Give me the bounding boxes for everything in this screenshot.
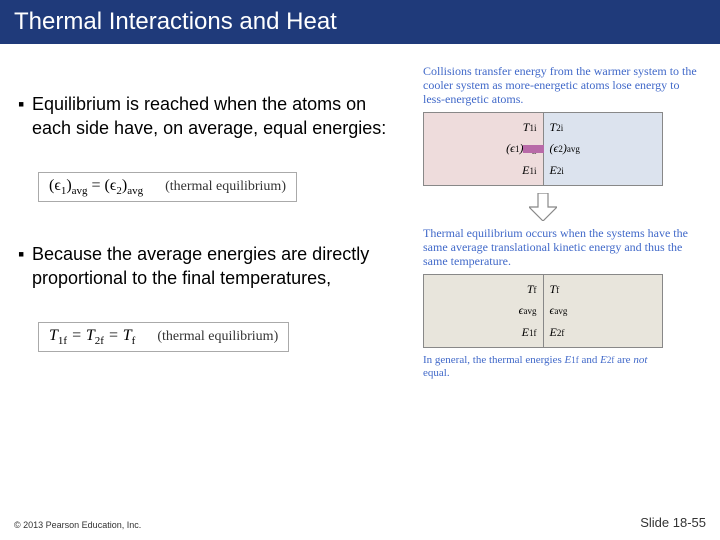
equation-2-body: T1f = T2f = Tf <box>49 327 139 344</box>
copyright-text: © 2013 Pearson Education, Inc. <box>14 520 141 530</box>
slide-title: Thermal Interactions and Heat <box>14 8 337 35</box>
caption-bottom: In general, the thermal energies E1f and… <box>423 354 663 380</box>
bullet-marker-icon: ▪ <box>18 92 32 140</box>
bullet-2: ▪ Because the average energies are direc… <box>18 242 417 290</box>
diagram1-left-cell: T1i (ϵ1)avg E1i <box>424 113 544 185</box>
equation-1-note: (thermal equilibrium) <box>165 179 286 194</box>
down-arrow-icon <box>423 192 663 222</box>
slide-number: Slide 18-55 <box>640 515 706 530</box>
diagram1-right-cell: T2i (ϵ2)avg E2i <box>544 113 663 185</box>
equation-1-body: (ϵ1)avg = (ϵ2)avg <box>49 177 147 194</box>
bullet-2-text: Because the average energies are directl… <box>32 242 417 290</box>
diagram2-left-cell: Tf ϵavg E1f <box>424 275 544 347</box>
caption-mid: Thermal equilibrium occurs when the syst… <box>423 226 697 268</box>
bullet-1: ▪ Equilibrium is reached when the atoms … <box>18 92 417 140</box>
equation-1: (ϵ1)avg = (ϵ2)avg (thermal equilibrium) <box>38 172 297 202</box>
right-column: Collisions transfer energy from the warm… <box>417 64 697 392</box>
bullet-1-text: Equilibrium is reached when the atoms on… <box>32 92 417 140</box>
left-column: ▪ Equilibrium is reached when the atoms … <box>12 64 417 392</box>
equation-2: T1f = T2f = Tf (thermal equilibrium) <box>38 322 289 352</box>
diagram-initial: T1i (ϵ1)avg E1i T2i (ϵ2)avg E2i <box>423 112 663 186</box>
equation-2-note: (thermal equilibrium) <box>157 329 278 344</box>
diagram-final: Tf ϵavg E1f Tf ϵavg E2f <box>423 274 663 348</box>
bullet-marker-icon: ▪ <box>18 242 32 290</box>
diagram2-right-cell: Tf ϵavg E2f <box>544 275 663 347</box>
caption-top: Collisions transfer energy from the warm… <box>423 64 697 106</box>
content-area: ▪ Equilibrium is reached when the atoms … <box>0 44 720 392</box>
slide-title-bar: Thermal Interactions and Heat <box>0 0 720 44</box>
